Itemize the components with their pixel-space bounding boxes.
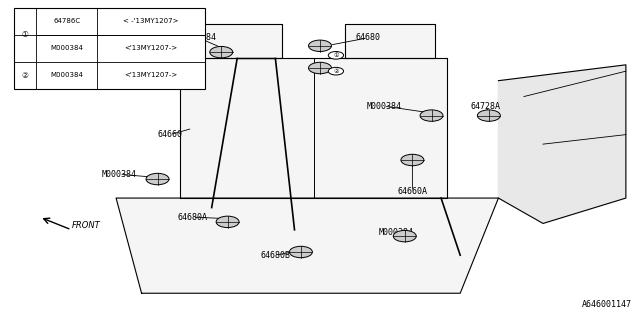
- Text: ①: ①: [333, 53, 339, 58]
- Text: FRONT: FRONT: [72, 220, 100, 229]
- Text: M000384: M000384: [379, 228, 414, 237]
- Polygon shape: [346, 24, 435, 59]
- Text: M000384: M000384: [51, 45, 83, 51]
- Text: 64660: 64660: [157, 130, 183, 139]
- Text: M000384: M000384: [102, 170, 137, 179]
- Text: <'13MY1207->: <'13MY1207->: [125, 45, 178, 51]
- Text: M000384: M000384: [51, 72, 83, 78]
- Circle shape: [289, 246, 312, 258]
- Polygon shape: [193, 24, 282, 59]
- Circle shape: [308, 40, 332, 52]
- Circle shape: [394, 230, 416, 242]
- Circle shape: [216, 216, 239, 228]
- Bar: [14, 8, 205, 89]
- Polygon shape: [116, 198, 499, 293]
- Text: ②: ②: [333, 69, 339, 74]
- Text: 64680A: 64680A: [177, 212, 207, 222]
- Text: ①: ①: [22, 30, 29, 39]
- Circle shape: [146, 173, 169, 185]
- Text: A646001147: A646001147: [582, 300, 632, 309]
- Polygon shape: [499, 65, 626, 223]
- Text: <'13MY1207->: <'13MY1207->: [125, 72, 178, 78]
- Text: 64660A: 64660A: [397, 187, 428, 196]
- Circle shape: [420, 110, 443, 121]
- Text: ②: ②: [22, 71, 29, 80]
- Text: 64728A: 64728A: [470, 101, 500, 111]
- Circle shape: [210, 46, 233, 58]
- Text: 64680B: 64680B: [260, 251, 291, 260]
- Circle shape: [328, 52, 344, 59]
- Text: M000384: M000384: [181, 33, 216, 42]
- Text: 64786C: 64786C: [53, 18, 80, 24]
- Circle shape: [401, 154, 424, 166]
- Circle shape: [328, 68, 344, 75]
- Text: 64680: 64680: [355, 33, 380, 42]
- Polygon shape: [180, 59, 447, 198]
- Text: < -'13MY1207>: < -'13MY1207>: [124, 18, 179, 24]
- Circle shape: [308, 62, 332, 74]
- Text: M000384: M000384: [366, 101, 401, 111]
- Circle shape: [477, 110, 500, 121]
